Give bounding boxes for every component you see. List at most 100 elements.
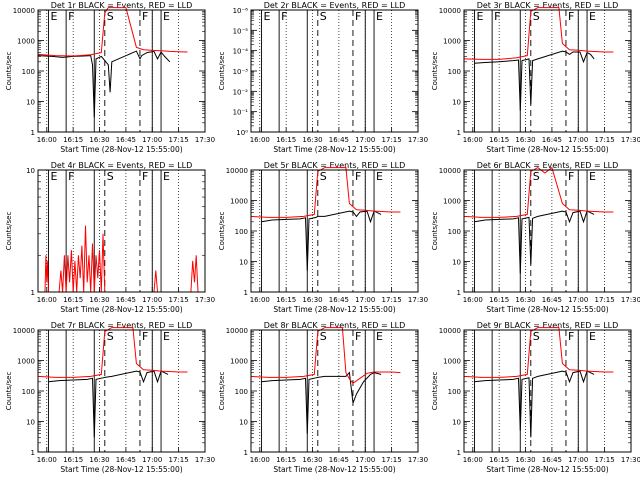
events-series-line [474, 50, 595, 111]
lld-series-line [37, 7, 188, 57]
x-tick-label: 17:00 [142, 136, 162, 144]
x-tick-label: 17:15 [382, 136, 402, 144]
event-marker-label: F [494, 10, 500, 23]
x-axis-label: Start Time (28-Nov-12 15:55:00) [486, 145, 608, 154]
y-tick-label: 10 [26, 167, 35, 175]
event-marker-label: E [163, 330, 170, 343]
x-tick-label: 17:30 [621, 296, 640, 304]
plot-frame [37, 169, 206, 293]
event-marker-label: E [163, 170, 170, 183]
event-marker-label: F [568, 330, 574, 343]
events-series-line [474, 370, 595, 438]
y-axis-label: Counts/sec [5, 372, 13, 411]
event-marker-label: F [142, 170, 148, 183]
x-tick-label: 16:30 [89, 296, 109, 304]
event-marker-label: S [533, 10, 540, 23]
y-tick-label: 10000 [13, 327, 35, 335]
x-tick-label: 17:30 [195, 136, 215, 144]
x-tick-label: 16:15 [489, 136, 509, 144]
event-marker-label: F [142, 10, 148, 23]
x-axis-label: Start Time (28-Nov-12 15:55:00) [273, 145, 395, 154]
x-tick-label: 16:00 [37, 296, 57, 304]
x-tick-label: 16:45 [116, 296, 136, 304]
event-marker-label: S [533, 330, 540, 343]
y-tick-label: 1000 [443, 358, 461, 366]
y-tick-label: 100 [235, 228, 248, 236]
event-marker-label: F [568, 10, 574, 23]
event-marker-label: F [142, 330, 148, 343]
event-marker-label: E [163, 10, 170, 23]
x-tick-label: 16:00 [37, 136, 57, 144]
lld-series-line [463, 7, 614, 60]
event-marker-label: F [355, 330, 361, 343]
lld-series-line [463, 327, 614, 378]
x-tick-label: 16:30 [515, 456, 535, 464]
x-tick-label: 16:15 [63, 136, 83, 144]
event-marker-label: S [320, 10, 327, 23]
event-marker-label: E [51, 10, 58, 23]
y-tick-label: 10⁰ [236, 129, 248, 137]
x-tick-label: 17:15 [169, 456, 189, 464]
event-marker-label: E [477, 10, 484, 23]
x-tick-label: 17:00 [355, 136, 375, 144]
panel-title: Det 5r BLACK = Events, RED = LLD [264, 161, 406, 170]
detector-panel: Det 7r BLACK = Events, RED = LLD Counts/s… [5, 321, 215, 474]
lld-series-line [44, 255, 49, 293]
event-marker-label: E [376, 10, 383, 23]
x-tick-label: 16:15 [489, 456, 509, 464]
lld-series-line [463, 166, 614, 218]
x-tick-label: 16:30 [515, 296, 535, 304]
y-tick-label: 1 [31, 289, 35, 297]
x-axis-label: Start Time (28-Nov-12 15:55:00) [60, 465, 182, 474]
y-tick-label: 100 [448, 228, 461, 236]
x-tick-label: 16:15 [276, 136, 296, 144]
y-axis-label: Counts/sec [431, 212, 439, 251]
x-tick-label: 16:00 [250, 296, 270, 304]
x-tick-label: 17:30 [621, 456, 640, 464]
x-tick-label: 16:15 [276, 456, 296, 464]
x-axis-label: Start Time (28-Nov-12 15:55:00) [273, 305, 395, 314]
x-tick-label: 17:00 [355, 456, 375, 464]
y-tick-label: 10⁻¹ [233, 109, 249, 117]
event-marker-label: S [107, 170, 114, 183]
events-series-line [474, 210, 595, 274]
y-tick-label: 1 [457, 289, 461, 297]
y-tick-label: 10⁻³ [233, 68, 249, 76]
detector-panel: Det 4r BLACK = Events, RED = LLD Counts/s… [5, 161, 215, 314]
panel-title: Det 6r BLACK = Events, RED = LLD [477, 161, 619, 170]
y-tick-label: 10000 [439, 7, 461, 15]
y-tick-label: 1000 [17, 358, 35, 366]
y-tick-label: 1 [244, 449, 248, 457]
x-tick-label: 17:30 [408, 296, 428, 304]
event-marker-label: S [320, 330, 327, 343]
x-tick-label: 16:45 [116, 456, 136, 464]
plot-frame [250, 9, 419, 133]
y-tick-label: 100 [448, 68, 461, 76]
y-tick-label: 1 [457, 129, 461, 137]
x-tick-label: 17:00 [355, 296, 375, 304]
x-tick-label: 16:30 [302, 136, 322, 144]
y-tick-label: 100 [448, 388, 461, 396]
plot-frame [463, 169, 632, 293]
x-axis-label: Start Time (28-Nov-12 15:55:00) [60, 305, 182, 314]
y-tick-label: 10000 [226, 167, 248, 175]
x-tick-label: 17:15 [169, 296, 189, 304]
x-tick-label: 17:30 [195, 456, 215, 464]
x-tick-label: 16:00 [250, 136, 270, 144]
x-tick-label: 16:15 [63, 296, 83, 304]
x-tick-label: 17:00 [568, 136, 588, 144]
x-tick-label: 16:15 [489, 296, 509, 304]
event-marker-label: E [376, 170, 383, 183]
x-tick-label: 16:45 [542, 456, 562, 464]
detector-panel: Det 3r BLACK = Events, RED = LLD Counts/s… [431, 1, 640, 154]
events-series-line [261, 210, 382, 271]
plot-frame [463, 9, 632, 133]
y-axis-label: Counts/sec [431, 372, 439, 411]
panel-title: Det 8r BLACK = Events, RED = LLD [264, 321, 406, 330]
events-series-line [48, 370, 169, 438]
y-axis-label: Counts/sec [218, 372, 226, 411]
x-axis-label: Start Time (28-Nov-12 15:55:00) [273, 465, 395, 474]
y-axis-label: Counts/sec [5, 212, 13, 251]
event-marker-label: E [589, 170, 596, 183]
plot-frame [37, 9, 206, 133]
